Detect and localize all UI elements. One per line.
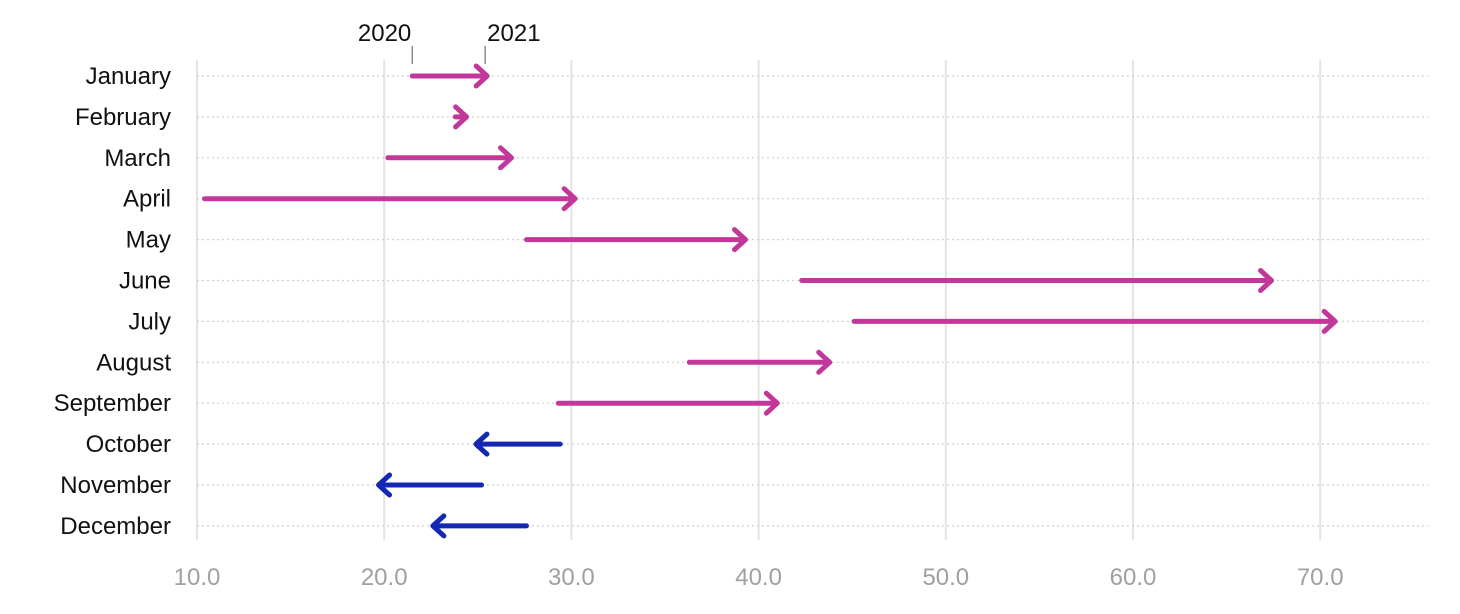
arrow-head [816, 349, 833, 375]
month-label: May [126, 227, 171, 254]
arrow-january [409, 63, 490, 89]
x-tick-label: 60.0 [1110, 564, 1157, 591]
row-lines-layer [197, 75, 1428, 527]
arrow-march [385, 145, 514, 171]
arrow-head [453, 104, 470, 130]
x-tick-label: 10.0 [174, 564, 221, 591]
arrow-july [851, 308, 1338, 334]
x-tick-label: 70.0 [1297, 564, 1344, 591]
x-tick-label: 30.0 [548, 564, 595, 591]
arrow-head [763, 390, 780, 416]
month-label: November [60, 472, 171, 499]
x-tick-labels-layer: 10.0 20.0 30.0 40.0 50.0 60.0 70.0 [174, 564, 1344, 591]
arrow-april [201, 186, 578, 212]
x-tick-label: 50.0 [922, 564, 969, 591]
arrow-head [561, 186, 578, 212]
arrow-september [555, 390, 780, 416]
arrow-head [376, 472, 393, 498]
month-label: March [104, 145, 171, 172]
month-label: February [75, 104, 171, 131]
arrow-november [376, 472, 485, 498]
month-label: June [119, 268, 171, 295]
month-label: April [123, 186, 171, 213]
arrow-december [430, 513, 529, 539]
arrow-august [686, 349, 833, 375]
legend-end-label: 2021 [487, 20, 540, 47]
arrow-head [473, 63, 490, 89]
month-label: October [86, 431, 171, 458]
arrow-head [1258, 268, 1275, 293]
month-label: July [128, 308, 171, 335]
arrows-layer [201, 63, 1338, 539]
arrow-may [523, 227, 748, 253]
month-label: September [54, 390, 171, 417]
arrow-head [731, 227, 748, 253]
month-label: December [60, 513, 171, 540]
legend-start-label: 2020 [358, 20, 411, 47]
arrow-head [430, 513, 447, 539]
arrow-february [452, 104, 470, 130]
grid-layer [196, 60, 1322, 540]
arrow-head [473, 431, 490, 457]
month-label: August [96, 349, 171, 376]
month-labels-layer: January February March April May June July Augu… [54, 63, 172, 540]
x-tick-label: 20.0 [361, 564, 408, 591]
arrow-head [497, 145, 514, 171]
arrow-head [1321, 308, 1338, 334]
arrow-june [799, 268, 1275, 293]
arrow-october [473, 431, 563, 457]
legend-layer: 2020 2021 [358, 20, 541, 64]
month-label: January [86, 63, 171, 90]
x-tick-label: 40.0 [735, 564, 782, 591]
